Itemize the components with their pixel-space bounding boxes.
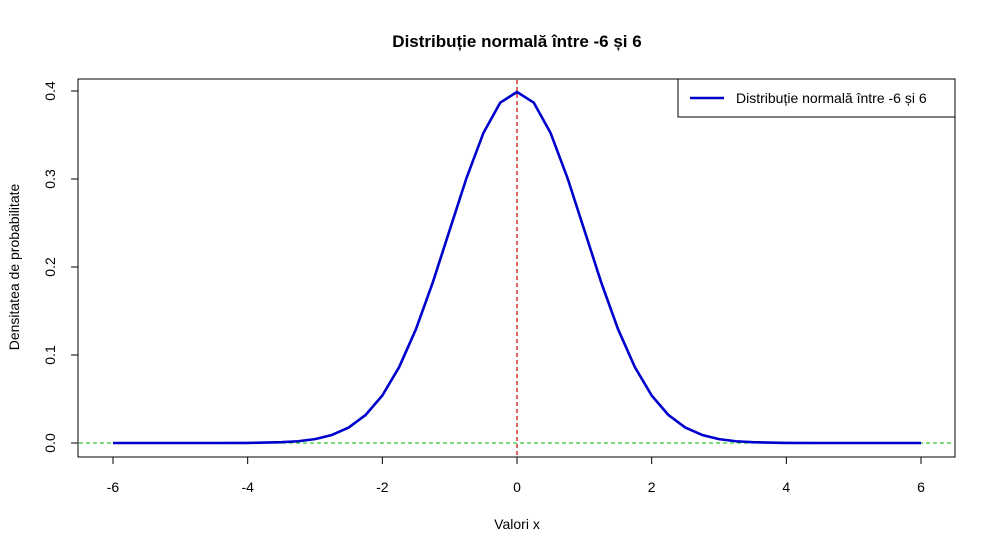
x-tick-label: 6 bbox=[917, 479, 925, 495]
legend: Distribuție normală între -6 și 6 bbox=[677, 78, 956, 118]
legend-box bbox=[677, 78, 956, 118]
x-axis: -6 -4 -2 0 2 4 6 bbox=[107, 456, 925, 495]
x-tick-label: -2 bbox=[376, 479, 389, 495]
reference-lines bbox=[79, 80, 954, 456]
y-axis: 0.0 0.1 0.2 0.3 0.4 bbox=[42, 81, 79, 453]
series-line bbox=[113, 90, 921, 445]
x-tick-label: -4 bbox=[241, 479, 254, 495]
chart-title: Distribuție normală între -6 și 6 bbox=[392, 32, 641, 51]
x-tick-label: 0 bbox=[513, 479, 521, 495]
y-tick-label: 0.1 bbox=[42, 345, 58, 365]
y-tick-label: 0.3 bbox=[42, 169, 58, 189]
x-axis-label: Valori x bbox=[494, 516, 540, 532]
y-tick-label: 0.2 bbox=[42, 257, 58, 277]
y-tick-label: 0.4 bbox=[42, 81, 58, 101]
plot-frame bbox=[77, 78, 956, 458]
x-tick-label: 4 bbox=[782, 479, 790, 495]
y-axis-label: Densitatea de probabilitate bbox=[6, 184, 22, 351]
legend-label: Distribuție normală între -6 și 6 bbox=[736, 90, 927, 106]
x-tick-label: 2 bbox=[648, 479, 656, 495]
series-group bbox=[113, 90, 921, 445]
y-tick-label: 0.0 bbox=[42, 433, 58, 453]
x-tick-label: -6 bbox=[107, 479, 120, 495]
